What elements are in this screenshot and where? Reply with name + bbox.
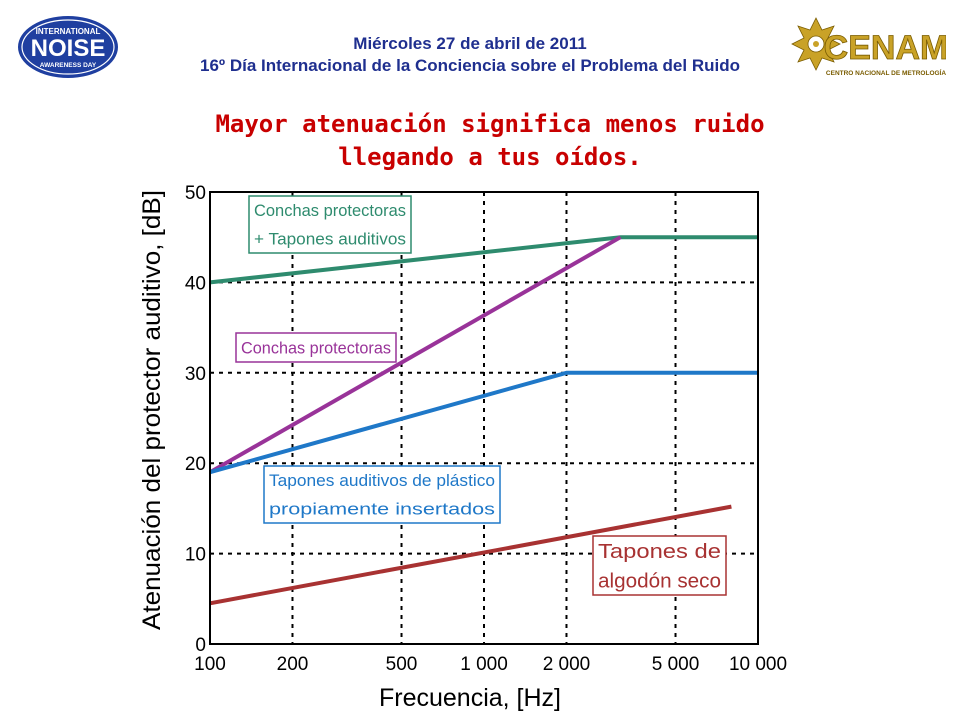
series-label-1: Conchas protectoras + Tapones auditivos [248,195,412,254]
x-tick-label: 100 [194,654,226,675]
series-label-text: + Tapones auditivos [254,230,406,249]
x-tick-label: 200 [277,654,309,675]
series-line-4 [209,504,732,606]
series-line-2 [209,235,622,474]
x-tick-label: 5 000 [652,654,700,675]
y-tick-label: 0 [195,635,206,656]
series-labels: Conchas protectoras+ Tapones auditivosCo… [235,195,727,596]
x-tick-label: 1 000 [460,654,508,675]
noise-awareness-day-logo: INTERNATIONAL NOISE AWARENESS DAY [18,16,118,78]
series-label-2: Conchas protectoras [235,332,397,363]
y-axis-label: Atenuación del protector auditivo, [dB] [138,190,166,630]
plot-frame [209,191,759,645]
chart-series [209,235,758,606]
series-label-text: Tapones auditivos de plástico [269,471,495,490]
header-date: Miércoles 27 de abril de 2011 [353,34,587,53]
x-tick-label: 2 000 [543,654,591,675]
logo-line-centro: CENTRO NACIONAL DE METROLOGÍA [826,68,946,77]
series-label-box [235,332,397,363]
series-label-text: propiamente insertados [269,500,495,519]
logo-line-cenam: CENAM [824,29,946,67]
chart-tick-labels: 100 200 500 1 000 2 000 5 000 10 000 0 10 20 30 40 5… [185,183,787,675]
x-axis-label: Frecuencia, [Hz] [379,684,561,712]
logo-line-noise: NOISE [31,35,106,62]
x-tick-label: 500 [386,654,418,675]
series-label-3: Tapones auditivos de plástico propiamente… [263,465,501,524]
y-tick-label: 30 [185,364,206,385]
y-tick-label: 20 [185,454,206,475]
header-event: 16º Día Internacional de la Conciencia s… [200,56,740,75]
series-label-4: Tapones de algodón seco [592,535,727,596]
series-label-text: Conchas protectoras [241,338,391,357]
series-label-text: Tapones de [598,541,721,563]
title-line-2: llegando a tus oídos. [338,143,642,171]
series-label-text: algodón seco [598,570,721,592]
y-tick-label: 10 [185,545,206,566]
y-tick-label: 50 [185,183,206,204]
logo-line-awareness: AWARENESS DAY [40,62,97,69]
series-line-3 [209,370,758,475]
x-tick-label: 10 000 [729,654,787,675]
cenam-logo: CENAM CENTRO NACIONAL DE METROLOGÍA [791,17,946,77]
series-label-text: Conchas protectoras [254,201,406,220]
series-label-box [592,535,727,596]
series-label-box [263,465,501,524]
logo-line-international: INTERNATIONAL [36,27,101,36]
y-tick-label: 40 [185,273,206,294]
title-line-1: Mayor atenuación significa menos ruido [215,110,765,138]
series-label-box [248,195,412,254]
